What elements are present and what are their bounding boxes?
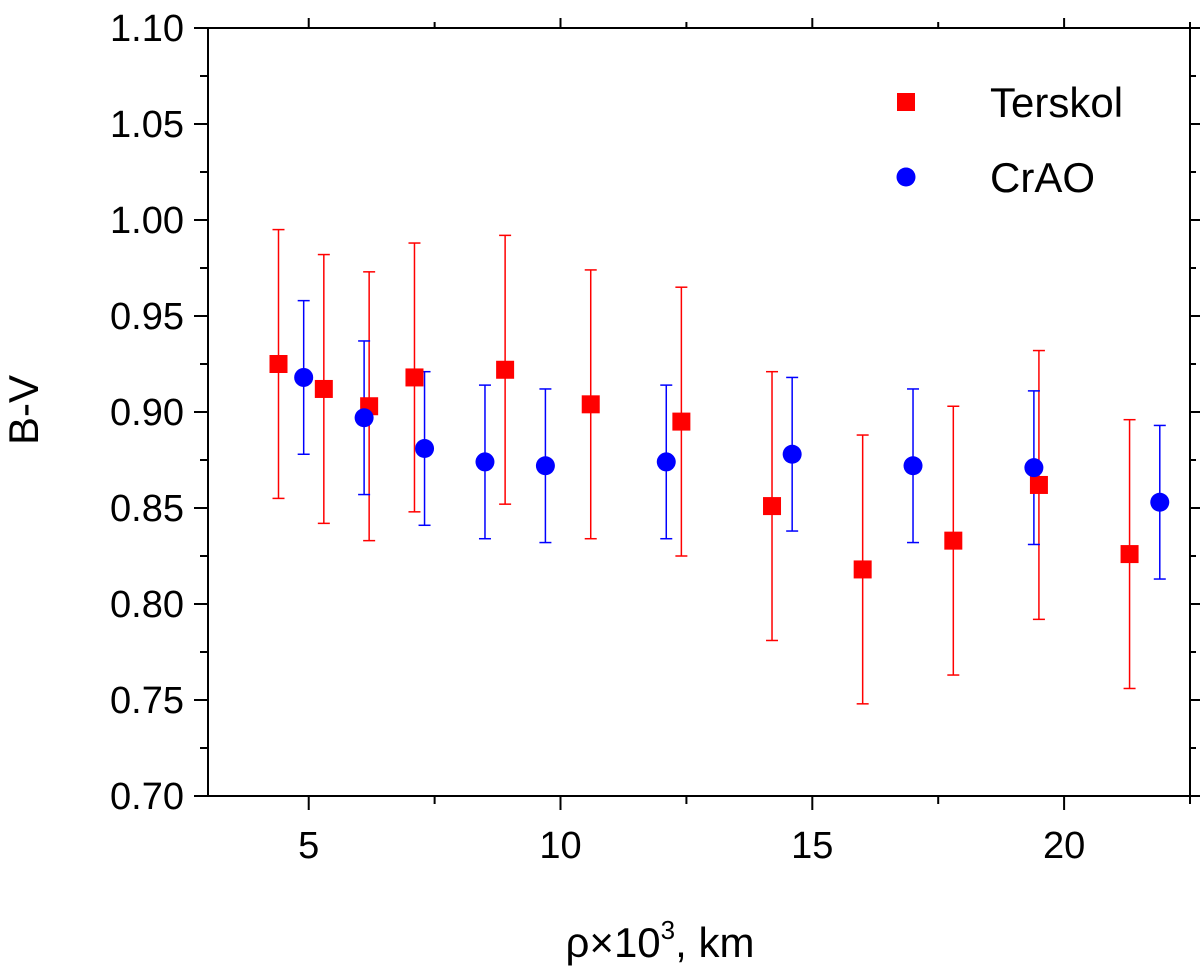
terskol-point (1120, 545, 1139, 564)
y-axis-title: B-V (0, 375, 47, 445)
x-axis-title-suffix: , km (675, 919, 754, 966)
crao-point (415, 438, 435, 458)
legend: Terskol CrAO (896, 79, 1123, 201)
y-tick-label: 0.90 (110, 392, 184, 434)
terskol-point (672, 412, 691, 431)
y-tick-labels: 0.70 0.75 0.80 0.85 0.90 0.95 1.00 1.05 1.10 (110, 8, 184, 818)
data-markers (269, 355, 1170, 579)
crao-point (535, 456, 555, 476)
y-tick-label: 0.80 (110, 584, 184, 626)
legend-marker-crao (896, 167, 916, 187)
crao-point (1150, 492, 1170, 512)
terskol-point (581, 395, 600, 414)
axis-ticks (194, 18, 1200, 810)
crao-point (656, 452, 676, 472)
crao-point (294, 367, 314, 387)
crao-point (475, 452, 495, 472)
crao-point (1024, 458, 1044, 478)
terskol-point (853, 560, 872, 579)
crao-point (354, 408, 374, 428)
y-tick-label: 1.10 (110, 8, 184, 50)
y-tick-label: 1.00 (110, 200, 184, 242)
y-tick-label: 0.85 (110, 488, 184, 530)
x-tick-label: 10 (539, 825, 581, 867)
legend-marker-terskol (897, 93, 915, 111)
y-tick-label: 0.70 (110, 776, 184, 818)
legend-label-crao: CrAO (990, 154, 1095, 201)
crao-point (782, 444, 802, 464)
plot-frame (207, 27, 1191, 797)
minor-ticks (200, 22, 1196, 804)
x-axis-title-main: ρ×10 (566, 919, 661, 966)
terskol-point (763, 497, 782, 516)
terskol-point (1029, 475, 1048, 494)
x-tick-labels: 5 10 15 20 (298, 825, 1085, 867)
terskol-point (269, 355, 288, 373)
x-tick-label: 20 (1043, 825, 1085, 867)
legend-label-terskol: Terskol (990, 79, 1123, 126)
y-tick-label: 0.75 (110, 680, 184, 722)
terskol-point (944, 531, 963, 550)
x-axis-title: ρ×103, km (566, 915, 755, 966)
terskol-point (314, 379, 333, 398)
x-tick-label: 5 (298, 825, 319, 867)
y-tick-label: 1.05 (110, 104, 184, 146)
crao-point (903, 456, 923, 476)
terskol-point (496, 360, 515, 379)
y-tick-label: 0.95 (110, 296, 184, 338)
terskol-point (405, 368, 424, 387)
x-tick-label: 15 (791, 825, 833, 867)
x-axis-title-sup: 3 (661, 915, 675, 945)
